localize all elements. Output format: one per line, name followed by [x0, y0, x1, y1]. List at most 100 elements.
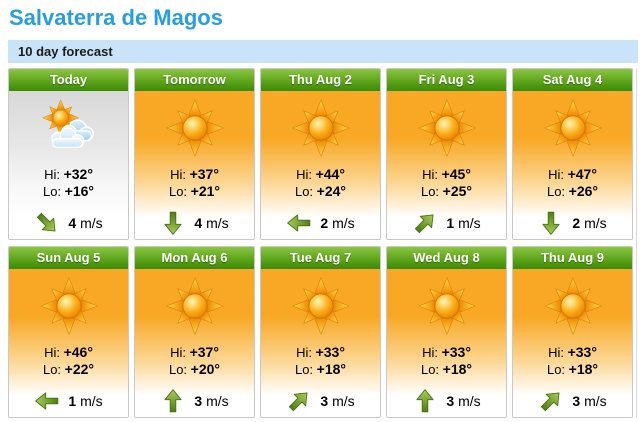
- wind-unit: m/s: [80, 215, 103, 231]
- details-link[interactable]: Details: [49, 417, 89, 418]
- lo-label: Lo:: [546, 184, 566, 199]
- forecast-card: Today: [8, 68, 129, 240]
- wind-speed-value: 3: [572, 393, 581, 409]
- details-link[interactable]: Details: [553, 417, 593, 418]
- details-link[interactable]: Details: [301, 239, 341, 240]
- wind-speed-text: 3 m/s: [320, 393, 354, 409]
- low-temp-value: +18°: [568, 361, 599, 377]
- low-temp-row: Lo: +26°: [547, 183, 598, 200]
- wind-direction-arrow: [281, 383, 318, 417]
- temperature-block: Hi: +33° Lo: +18°: [295, 344, 346, 378]
- wind-speed-text: 3 m/s: [446, 393, 480, 409]
- wind-unit: m/s: [458, 393, 481, 409]
- hi-label: Hi:: [296, 345, 312, 360]
- high-temp-value: +46°: [63, 344, 93, 360]
- details-link[interactable]: Details: [49, 239, 89, 240]
- low-temp-value: +26°: [568, 183, 599, 199]
- details-link[interactable]: Details: [553, 239, 593, 240]
- low-temp-row: Lo: +18°: [547, 361, 598, 378]
- card-body: Hi: +33° Lo: +18° 3 m/s Details: [261, 269, 380, 418]
- wind-direction-arrow: [538, 210, 564, 236]
- wind-unit: m/s: [332, 393, 355, 409]
- wind-row: 2 m/s: [286, 207, 355, 239]
- wind-speed-value: 4: [68, 215, 77, 231]
- wind-row: 4 m/s: [160, 207, 229, 239]
- forecast-card: Sat Aug 4: [512, 68, 633, 240]
- forecast-card: Tue Aug 7: [260, 246, 381, 418]
- wind-direction-arrow: [160, 388, 186, 414]
- wind-unit: m/s: [458, 215, 481, 231]
- card-body: Hi: +33° Lo: +18° 3 m/s Details: [513, 269, 632, 418]
- day-label: Fri Aug 3: [387, 69, 506, 91]
- hi-label: Hi:: [44, 167, 60, 182]
- low-temp-row: Lo: +22°: [43, 361, 94, 378]
- day-label: Tomorrow: [135, 69, 254, 91]
- hi-label: Hi:: [44, 345, 60, 360]
- high-temp-value: +44°: [315, 166, 345, 182]
- sun-icon: [290, 275, 352, 342]
- sun-icon: [290, 97, 352, 164]
- hi-label: Hi:: [548, 345, 564, 360]
- low-temp-value: +25°: [442, 183, 473, 199]
- high-temp-row: Hi: +45°: [421, 166, 472, 183]
- day-label: Wed Aug 8: [387, 247, 506, 269]
- temperature-block: Hi: +33° Lo: +18°: [421, 344, 472, 378]
- low-temp-row: Lo: +18°: [421, 361, 472, 378]
- low-temp-value: +18°: [442, 361, 473, 377]
- temperature-block: Hi: +46° Lo: +22°: [43, 344, 94, 378]
- temperature-block: Hi: +47° Lo: +26°: [547, 166, 598, 200]
- lo-label: Lo:: [294, 362, 314, 377]
- low-temp-value: +20°: [190, 361, 221, 377]
- day-label: Mon Aug 6: [135, 247, 254, 269]
- high-temp-row: Hi: +33°: [421, 344, 472, 361]
- low-temp-value: +16°: [64, 183, 95, 199]
- low-temp-row: Lo: +16°: [43, 183, 94, 200]
- details-link[interactable]: Details: [175, 239, 215, 240]
- details-link[interactable]: Details: [301, 417, 341, 418]
- details-link[interactable]: Details: [175, 417, 215, 418]
- high-temp-row: Hi: +47°: [547, 166, 598, 183]
- high-temp-value: +33°: [315, 344, 345, 360]
- day-label: Thu Aug 2: [261, 69, 380, 91]
- wind-direction-arrow: [533, 383, 570, 417]
- wind-unit: m/s: [206, 215, 229, 231]
- day-label: Today: [9, 69, 128, 91]
- partly-cloudy-icon: [38, 97, 100, 164]
- forecast-card: Tomorrow: [134, 68, 255, 240]
- card-body: Hi: +32° Lo: +16° 4 m/s Details: [9, 91, 128, 240]
- hi-label: Hi:: [422, 345, 438, 360]
- day-label: Tue Aug 7: [261, 247, 380, 269]
- weather-icon-area: [290, 274, 352, 342]
- lo-label: Lo:: [420, 362, 440, 377]
- hi-label: Hi:: [296, 167, 312, 182]
- weather-icon-area: [542, 274, 604, 342]
- wind-unit: m/s: [80, 393, 103, 409]
- high-temp-value: +45°: [441, 166, 471, 182]
- details-link[interactable]: Details: [427, 239, 467, 240]
- weather-icon-area: [290, 96, 352, 164]
- hi-label: Hi:: [548, 167, 564, 182]
- sun-icon: [542, 275, 604, 342]
- wind-row: 2 m/s: [538, 207, 607, 239]
- high-temp-row: Hi: +32°: [43, 166, 94, 183]
- sun-icon: [416, 275, 478, 342]
- wind-speed-value: 1: [446, 215, 455, 231]
- hi-label: Hi:: [170, 345, 186, 360]
- day-label: Thu Aug 9: [513, 247, 632, 269]
- forecast-card: Wed Aug 8: [386, 246, 507, 418]
- forecast-section-header: 10 day forecast: [8, 40, 638, 63]
- lo-label: Lo:: [168, 184, 188, 199]
- high-temp-value: +37°: [189, 166, 219, 182]
- wind-unit: m/s: [332, 215, 355, 231]
- wind-row: 3 m/s: [412, 385, 481, 417]
- page-title: Salvaterra de Magos: [9, 5, 223, 30]
- wind-speed-text: 4 m/s: [194, 215, 228, 231]
- hi-label: Hi:: [422, 167, 438, 182]
- forecast-card: Thu Aug 2: [260, 68, 381, 240]
- card-body: Hi: +46° Lo: +22° 1 m/s Details: [9, 269, 128, 418]
- wind-speed-value: 1: [68, 393, 77, 409]
- details-link[interactable]: Details: [427, 417, 467, 418]
- card-body: Hi: +45° Lo: +25° 1 m/s Details: [387, 91, 506, 240]
- temperature-block: Hi: +32° Lo: +16°: [43, 166, 94, 200]
- high-temp-value: +47°: [567, 166, 597, 182]
